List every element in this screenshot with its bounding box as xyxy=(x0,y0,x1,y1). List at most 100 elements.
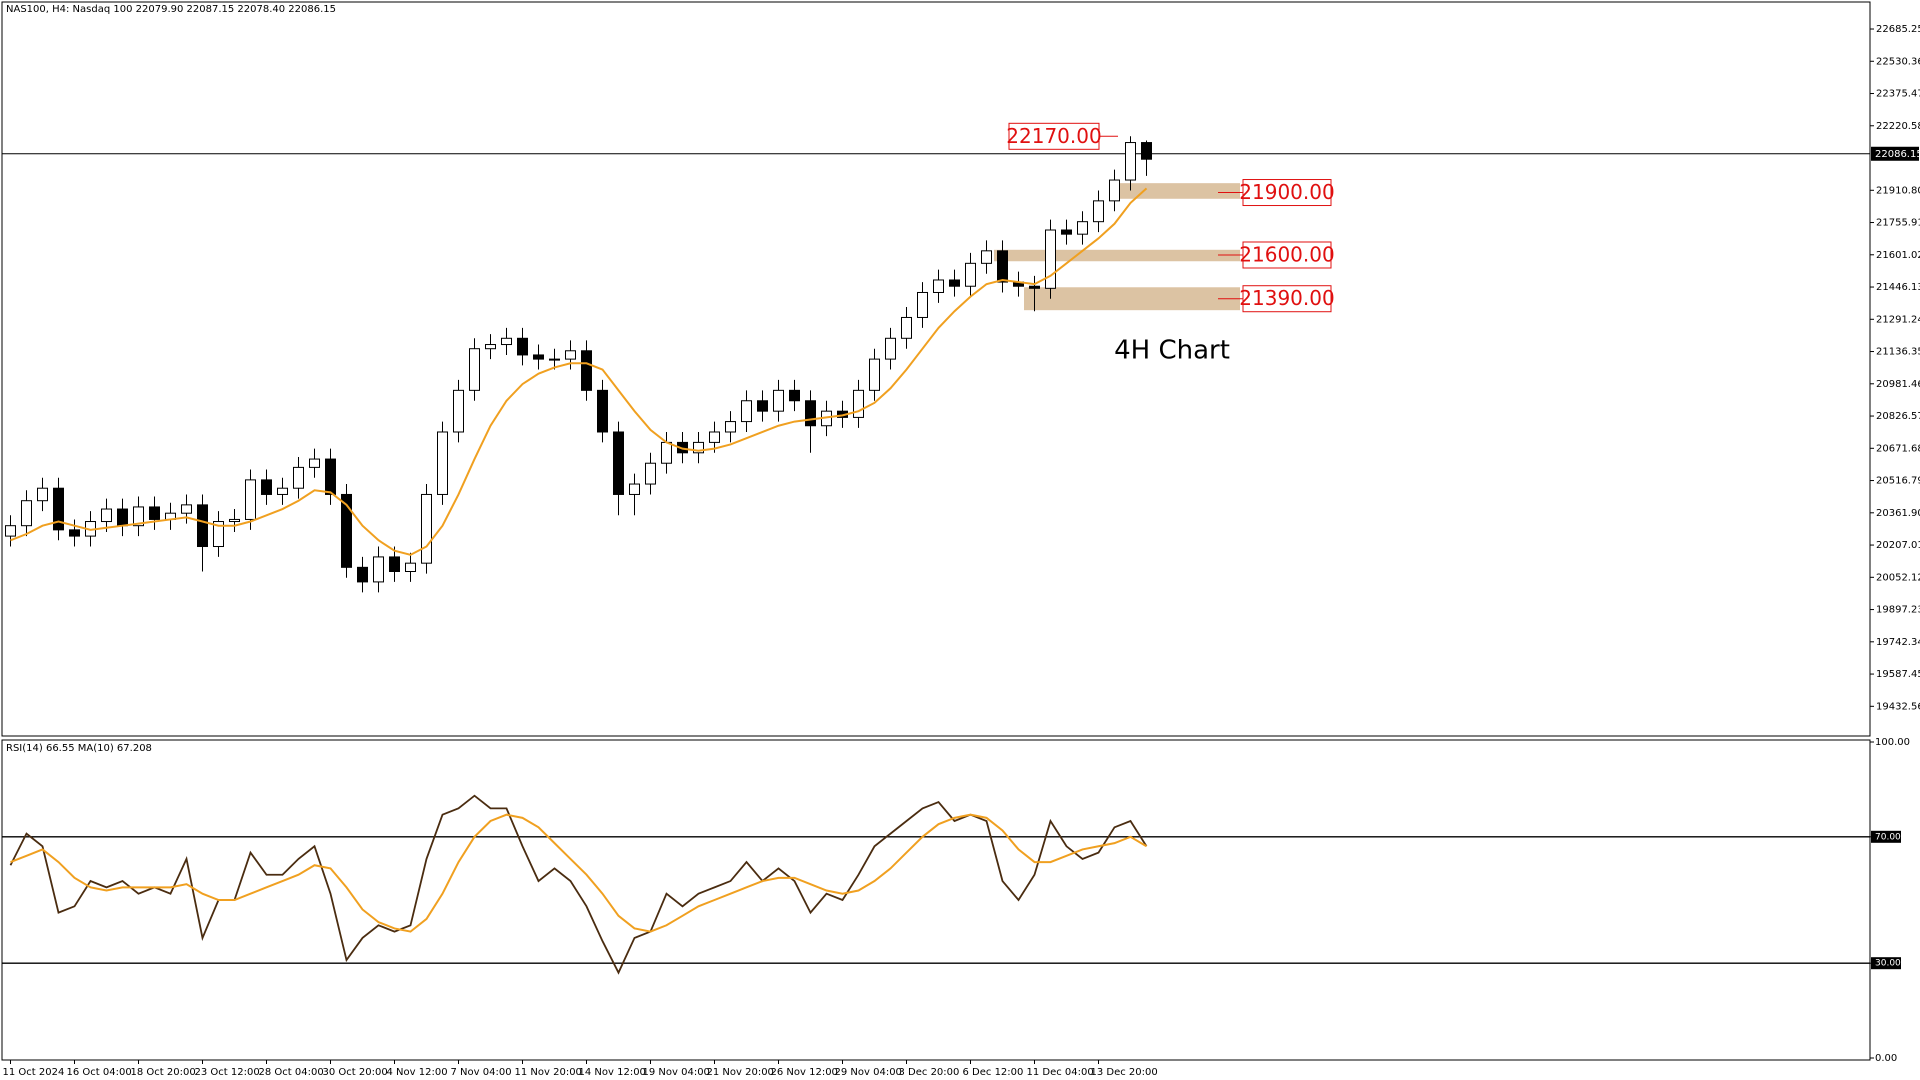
y-tick-label: 20361.90 xyxy=(1876,508,1920,519)
last-price-label: 22086.15 xyxy=(1875,149,1920,160)
candle-body xyxy=(325,458,336,495)
candle-body xyxy=(533,354,544,360)
caption: 4H Chart xyxy=(1114,336,1230,366)
candle-body xyxy=(693,441,704,454)
x-tick-label: 29 Nov 04:00 xyxy=(835,1067,902,1078)
candle-body xyxy=(981,250,992,264)
candle-body xyxy=(437,431,448,495)
main-panel xyxy=(1,1,1871,737)
annotation-label: 21390.00 xyxy=(1239,286,1334,310)
y-tick-label: 21136.35 xyxy=(1876,347,1920,358)
candle-body xyxy=(469,348,480,391)
candle-body xyxy=(933,279,944,293)
candle-body xyxy=(213,521,224,548)
candle-body xyxy=(581,350,592,391)
candle-body xyxy=(389,556,400,573)
rsi-title: RSI(14) 66.55 MA(10) 67.208 xyxy=(6,743,152,754)
y-tick-label: 21601.02 xyxy=(1876,250,1920,261)
candle-body xyxy=(629,483,640,495)
annotation-box xyxy=(1242,285,1332,313)
x-tick-label: 19 Nov 04:00 xyxy=(643,1067,710,1078)
y-tick-label: 21291.24 xyxy=(1876,314,1920,325)
candle-body xyxy=(197,504,208,548)
y-tick-label: 19432.56 xyxy=(1876,701,1920,712)
x-tick-label: 18 Oct 20:00 xyxy=(131,1067,196,1078)
x-tick-label: 16 Oct 04:00 xyxy=(67,1067,132,1078)
annotation-label: 21900.00 xyxy=(1239,180,1334,204)
y-tick-label: 21446.13 xyxy=(1876,282,1920,293)
x-tick-label: 6 Dec 12:00 xyxy=(963,1067,1024,1078)
candle-body xyxy=(37,487,48,502)
y-tick-label: 22530.36 xyxy=(1876,56,1920,67)
level-box xyxy=(1871,957,1901,970)
x-tick-label: 11 Dec 04:00 xyxy=(1027,1067,1094,1078)
candle-body xyxy=(5,525,16,537)
y-tick-label: 20516.79 xyxy=(1876,476,1920,487)
candle-body xyxy=(901,316,912,339)
candle-body xyxy=(245,479,256,520)
candle-body xyxy=(1045,229,1056,289)
x-tick-label: 13 Dec 20:00 xyxy=(1091,1067,1158,1078)
last-price-box xyxy=(1871,146,1919,161)
y-tick-label: 70.00 xyxy=(1875,832,1901,842)
candle-body xyxy=(965,262,976,287)
y-tick-label: 20207.01 xyxy=(1876,540,1920,551)
candle-body xyxy=(293,466,304,489)
y-tick-label: 100.00 xyxy=(1875,737,1910,748)
y-tick-label: 30.00 xyxy=(1875,959,1901,969)
x-tick-label: 30 Oct 20:00 xyxy=(323,1067,388,1078)
candle-body xyxy=(1077,221,1088,235)
candle-body xyxy=(805,400,816,427)
y-tick-label: 21910.80 xyxy=(1876,185,1920,196)
rsi-panel xyxy=(1,739,1871,1061)
candle-body xyxy=(1061,229,1072,235)
candle-body xyxy=(101,508,112,523)
candle-body xyxy=(709,431,720,443)
candle-body xyxy=(1093,200,1104,223)
y-tick-label: 22375.47 xyxy=(1876,89,1920,100)
candle-body xyxy=(885,337,896,360)
candle-body xyxy=(421,493,432,564)
zone xyxy=(1024,287,1240,311)
candle-body xyxy=(181,504,192,514)
candle-body xyxy=(997,250,1008,283)
rsi-line xyxy=(9,794,1148,975)
candle-body xyxy=(517,337,528,356)
candle-body xyxy=(549,358,560,361)
annotation-box xyxy=(1008,122,1100,150)
x-tick-label: 23 Oct 12:00 xyxy=(195,1067,260,1078)
candle-body xyxy=(789,389,800,402)
candle-body xyxy=(21,500,32,527)
candle-body xyxy=(661,441,672,464)
chart-title: NAS100, H4: Nasdaq 100 22079.90 22087.15… xyxy=(6,4,336,15)
level-box xyxy=(1871,830,1901,843)
candle-body xyxy=(485,344,496,350)
y-tick-label: 19897.23 xyxy=(1876,605,1920,616)
x-tick-label: 4 Nov 12:00 xyxy=(387,1067,448,1078)
rsi-line xyxy=(10,813,1148,933)
candle-body xyxy=(565,350,576,360)
candle-body xyxy=(229,518,240,523)
candle-body xyxy=(149,506,160,520)
y-tick-label: 20052.12 xyxy=(1876,572,1920,583)
x-tick-label: 28 Oct 04:00 xyxy=(259,1067,324,1078)
candle-body xyxy=(309,458,320,468)
candle-body xyxy=(453,389,464,433)
x-tick-label: 26 Nov 12:00 xyxy=(771,1067,838,1078)
x-tick-label: 11 Nov 20:00 xyxy=(515,1067,582,1078)
x-tick-label: 14 Nov 12:00 xyxy=(579,1067,646,1078)
y-tick-label: 20826.57 xyxy=(1876,411,1920,422)
candle-body xyxy=(597,389,608,433)
x-tick-label: 3 Dec 20:00 xyxy=(899,1067,960,1078)
candle-body xyxy=(1125,142,1136,181)
candle-body xyxy=(853,389,864,418)
zone xyxy=(1114,183,1240,199)
annotation-label: 22170.00 xyxy=(1006,124,1101,148)
x-tick-label: 7 Nov 04:00 xyxy=(451,1067,512,1078)
candle-body xyxy=(773,389,784,412)
candle-body xyxy=(501,337,512,346)
x-tick-label: 11 Oct 2024 xyxy=(3,1067,65,1078)
candle-body xyxy=(277,487,288,495)
